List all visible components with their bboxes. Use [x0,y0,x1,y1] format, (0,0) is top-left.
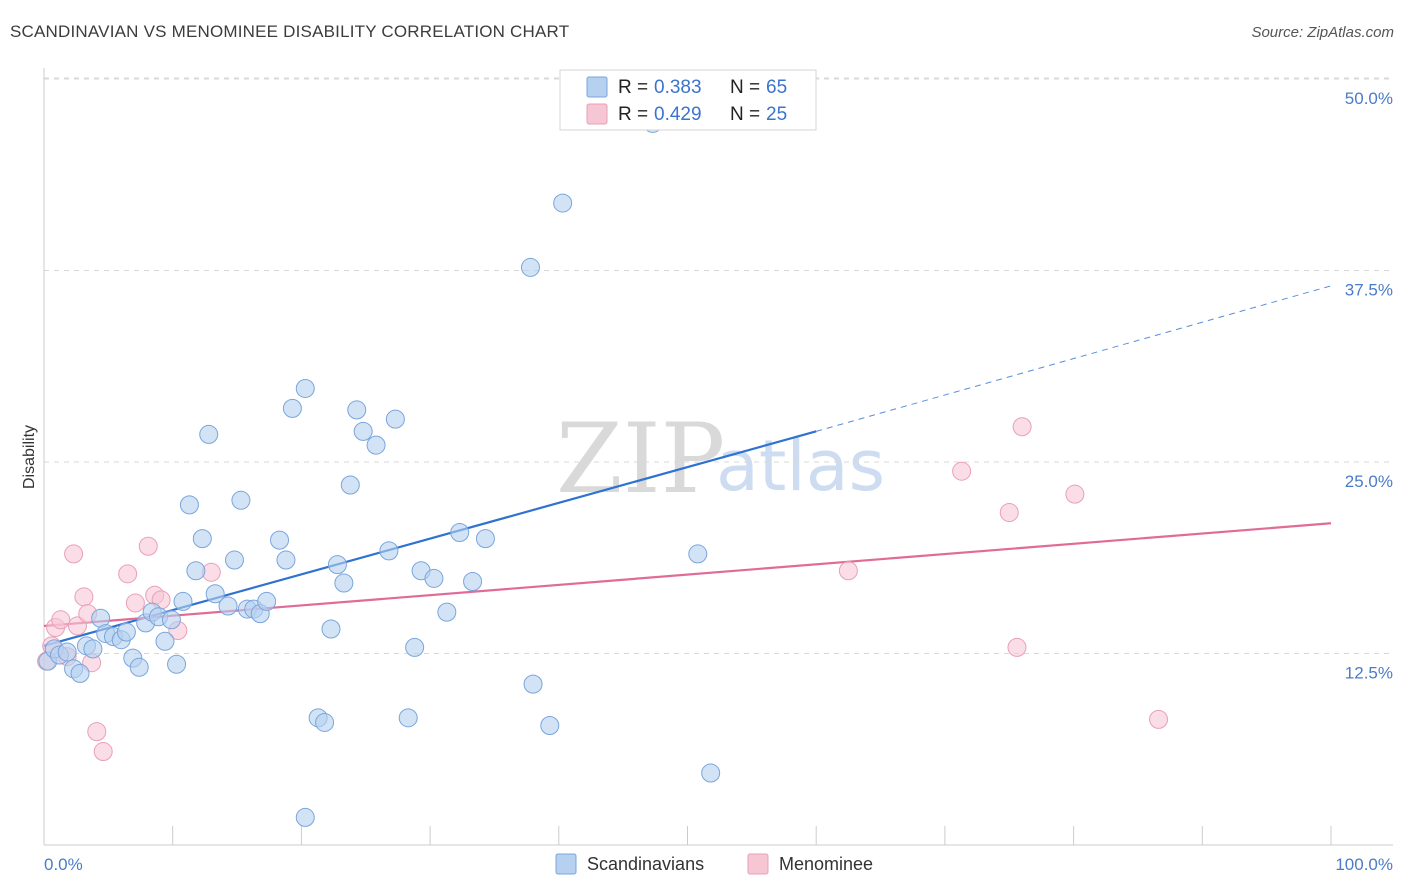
point-scandinavians [276,550,296,570]
bottom-legend-label-scandinavians: Scandinavians [587,854,704,874]
point-scandinavians [688,544,708,564]
point-scandinavians [83,639,103,659]
point-menominee [51,610,71,630]
point-scandinavians [540,716,560,736]
point-menominee [1012,417,1032,437]
bottom-legend-label-menominee: Menominee [779,854,873,874]
point-scandinavians [701,763,721,783]
point-menominee [838,561,858,581]
y-tick-label: 12.5% [1345,664,1393,683]
point-scandinavians [173,591,193,611]
y-tick-label: 50.0% [1345,89,1393,108]
point-scandinavians [437,602,457,622]
point-scandinavians [523,674,543,694]
point-scandinavians [186,561,206,581]
trend-line-scandinavians [43,430,817,647]
legend-r-label-1: R = [618,77,648,98]
point-scandinavians [199,424,219,444]
point-scandinavians [161,610,181,630]
correlation-legend: R = 0.383 N = 65 R = 0.429 N = 25 [559,69,817,131]
legend-n-value-1: 65 [766,77,787,98]
y-tick-label: 25.0% [1345,472,1393,491]
x-tick-label-min: 0.0% [44,855,83,874]
point-scandinavians [231,490,251,510]
trend-line-scandinavians-extension [816,285,1332,432]
point-scandinavians [334,573,354,593]
legend-r-value-2: 0.429 [654,104,702,125]
point-scandinavians [179,495,199,515]
y-tick-label: 37.5% [1345,281,1393,300]
point-menominee [1149,709,1169,729]
bottom-legend-swatch-menominee [747,853,769,875]
series-legend: Scandinavians Menominee [555,853,873,875]
point-scandinavians [295,807,315,827]
point-scandinavians [295,378,315,398]
point-menominee [67,616,87,636]
point-scandinavians [129,657,149,677]
point-scandinavians [405,637,425,657]
point-scandinavians [155,631,175,651]
point-scandinavians [70,663,90,683]
point-menominee [999,503,1019,523]
point-scandinavians [192,529,212,549]
legend-n-label-1: N = [730,77,760,98]
point-menominee [87,722,107,742]
point-scandinavians [257,591,277,611]
point-scandinavians [57,642,77,662]
point-scandinavians [347,400,367,420]
point-scandinavians [475,529,495,549]
x-tick-label-max: 100.0% [1335,855,1393,874]
trend-line-menominee [43,522,1332,628]
point-scandinavians [398,708,418,728]
point-menominee [74,587,94,607]
legend-swatch-menominee [586,103,608,125]
point-scandinavians [553,193,573,213]
point-menominee [952,461,972,481]
point-scandinavians [167,654,187,674]
point-scandinavians [424,568,444,588]
legend-r-value-1: 0.383 [654,77,702,98]
source-credit: Source: ZipAtlas.com [1251,24,1394,41]
point-scandinavians [379,541,399,561]
point-scandinavians [385,409,405,429]
point-scandinavians [520,257,540,277]
point-scandinavians [116,622,136,642]
legend-n-value-2: 25 [766,104,787,125]
point-menominee [118,564,138,584]
point-scandinavians [321,619,341,639]
point-menominee [138,536,158,556]
bottom-legend-swatch-scandinavians [555,853,577,875]
point-scandinavians [315,712,335,732]
point-scandinavians [463,571,483,591]
point-scandinavians [224,550,244,570]
point-menominee [93,742,113,762]
point-scandinavians [353,421,373,441]
y-axis-title: Disability [21,425,38,489]
point-menominee [1007,637,1027,657]
point-menominee [64,544,84,564]
point-scandinavians [282,398,302,418]
point-scandinavians [340,475,360,495]
chart-title: SCANDINAVIAN VS MENOMINEE DISABILITY COR… [10,22,570,41]
point-scandinavians [205,584,225,604]
point-scandinavians [270,530,290,550]
point-menominee [1065,484,1085,504]
legend-r-label-2: R = [618,104,648,125]
point-menominee [125,593,145,613]
point-scandinavians [450,522,470,542]
legend-swatch-scandinavians [586,76,608,98]
watermark-atlas: atlas [716,425,885,507]
gridlines: 12.5% 25.0% 37.5% 50.0% [44,77,1393,683]
watermark-zip: ZIP [556,403,725,515]
legend-n-label-2: N = [730,104,760,125]
point-scandinavians [218,596,238,616]
point-scandinavians [327,555,347,575]
axes [43,68,1393,846]
point-scandinavians [366,435,386,455]
data-points [37,113,1169,827]
